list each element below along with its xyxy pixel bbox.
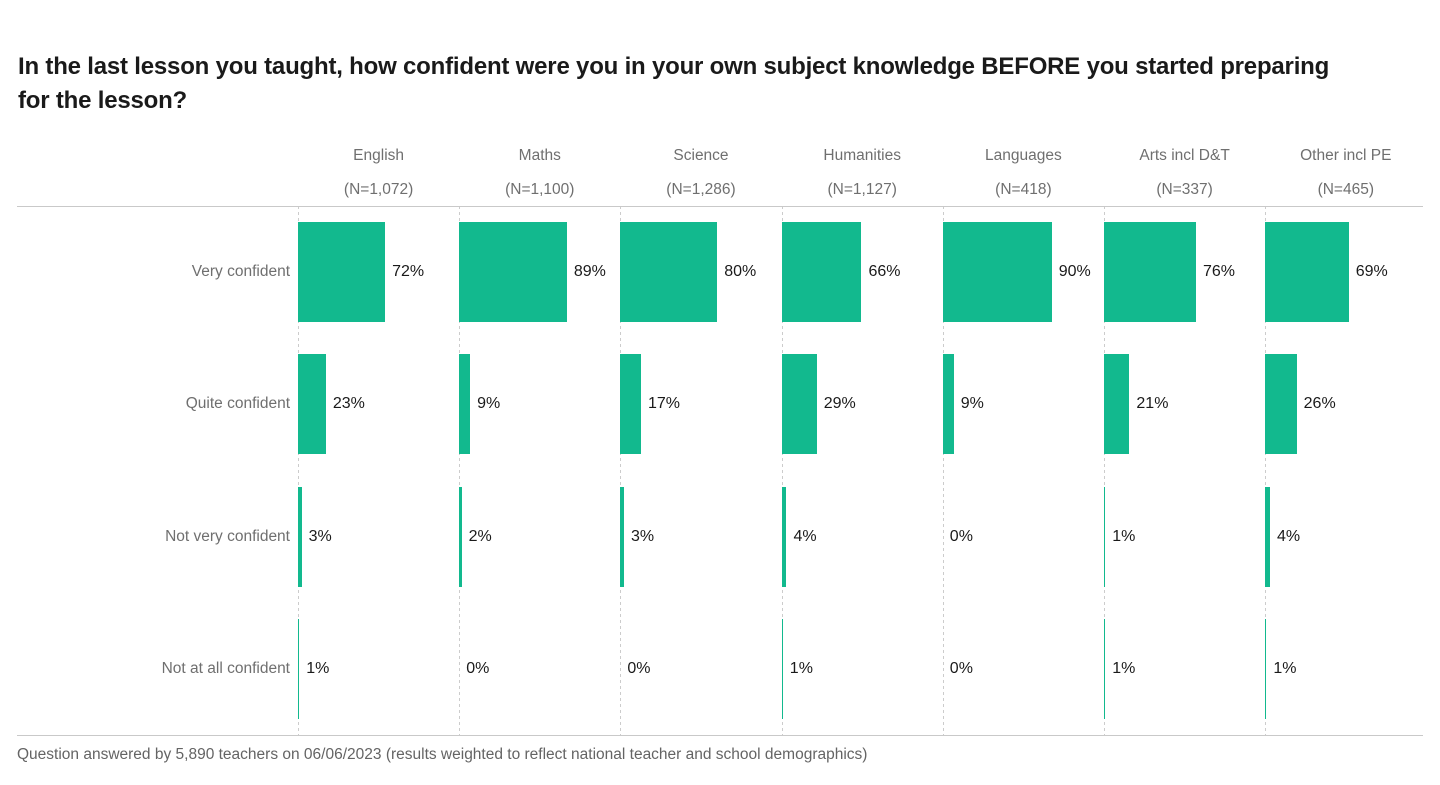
column-sample-size: (N=1,127) [827, 181, 897, 198]
bar [1104, 486, 1106, 587]
column-header: Other incl PE [1300, 147, 1392, 164]
column-header: Maths [518, 147, 561, 164]
bar [1265, 354, 1297, 455]
value-label: 1% [306, 659, 330, 677]
bar [1265, 486, 1271, 587]
value-label: 0% [627, 659, 651, 677]
bar [620, 222, 718, 323]
value-label: 76% [1202, 263, 1235, 281]
value-label: 9% [477, 395, 501, 413]
bar [781, 222, 862, 323]
bar [1265, 222, 1349, 323]
bar [781, 618, 783, 719]
value-label: 3% [308, 527, 332, 545]
column-baseline [620, 206, 622, 735]
column-header: English [353, 147, 405, 164]
value-label: 4% [793, 527, 817, 545]
column-header: Science [673, 147, 729, 164]
column-sample-size: (N=1,072) [343, 181, 414, 198]
value-label: 9% [960, 395, 984, 413]
column-baseline [942, 206, 944, 735]
value-label: 3% [631, 527, 655, 545]
value-label: 89% [573, 263, 606, 281]
chart-footnote: Question answered by 5,890 teachers on 0… [17, 746, 868, 763]
bar [1265, 618, 1267, 719]
bar [1104, 222, 1196, 323]
bar [298, 222, 386, 323]
bar [781, 486, 787, 587]
row-label: Very confident [191, 263, 290, 281]
bar [298, 486, 302, 587]
value-label: 17% [647, 395, 680, 413]
chart-title: In the last lesson you taught, how confi… [18, 53, 1330, 114]
value-label: 4% [1277, 527, 1301, 545]
value-label: 0% [466, 659, 490, 677]
column-sample-size: (N=465) [1317, 181, 1374, 198]
bar [942, 222, 1052, 323]
column-header: Languages [985, 147, 1062, 164]
value-label: 72% [392, 263, 425, 281]
column-header: Humanities [823, 147, 901, 164]
column-baseline [781, 206, 783, 735]
value-label: 26% [1303, 395, 1336, 413]
column-baseline [1265, 206, 1267, 735]
bar [459, 486, 462, 587]
column-baseline [459, 206, 461, 735]
column-sample-size: (N=1,286) [666, 181, 736, 198]
value-label: 2% [468, 527, 492, 545]
bar [781, 354, 817, 455]
column-sample-size: (N=418) [995, 181, 1052, 198]
value-label: 0% [949, 527, 973, 545]
bar [942, 354, 954, 455]
top-rule [17, 206, 1423, 207]
bar [459, 354, 471, 455]
value-label: 21% [1136, 395, 1169, 413]
column-sample-size: (N=1,100) [505, 181, 575, 198]
bar [620, 486, 625, 587]
value-label: 1% [1273, 659, 1297, 677]
value-label: 69% [1355, 263, 1388, 281]
bottom-rule [17, 735, 1423, 736]
bar [620, 354, 641, 455]
value-label: 80% [724, 263, 757, 281]
column-header: Arts incl D&T [1139, 147, 1230, 164]
bar [1104, 618, 1106, 719]
column-sample-size: (N=337) [1156, 181, 1213, 198]
row-label: Quite confident [185, 395, 290, 413]
value-label: 90% [1058, 263, 1091, 281]
value-label: 23% [332, 395, 365, 413]
value-label: 0% [949, 659, 973, 677]
bar [459, 222, 567, 323]
bar [298, 354, 326, 455]
column-baseline [1104, 206, 1105, 735]
value-label: 1% [789, 659, 813, 677]
row-label: Not at all confident [161, 659, 290, 677]
value-label: 29% [823, 395, 856, 413]
bar [298, 618, 300, 719]
row-label: Not very confident [165, 527, 290, 545]
value-label: 1% [1112, 527, 1136, 545]
bar [1104, 354, 1130, 455]
value-label: 1% [1112, 659, 1136, 677]
column-baseline [298, 206, 299, 735]
value-label: 66% [868, 263, 901, 281]
